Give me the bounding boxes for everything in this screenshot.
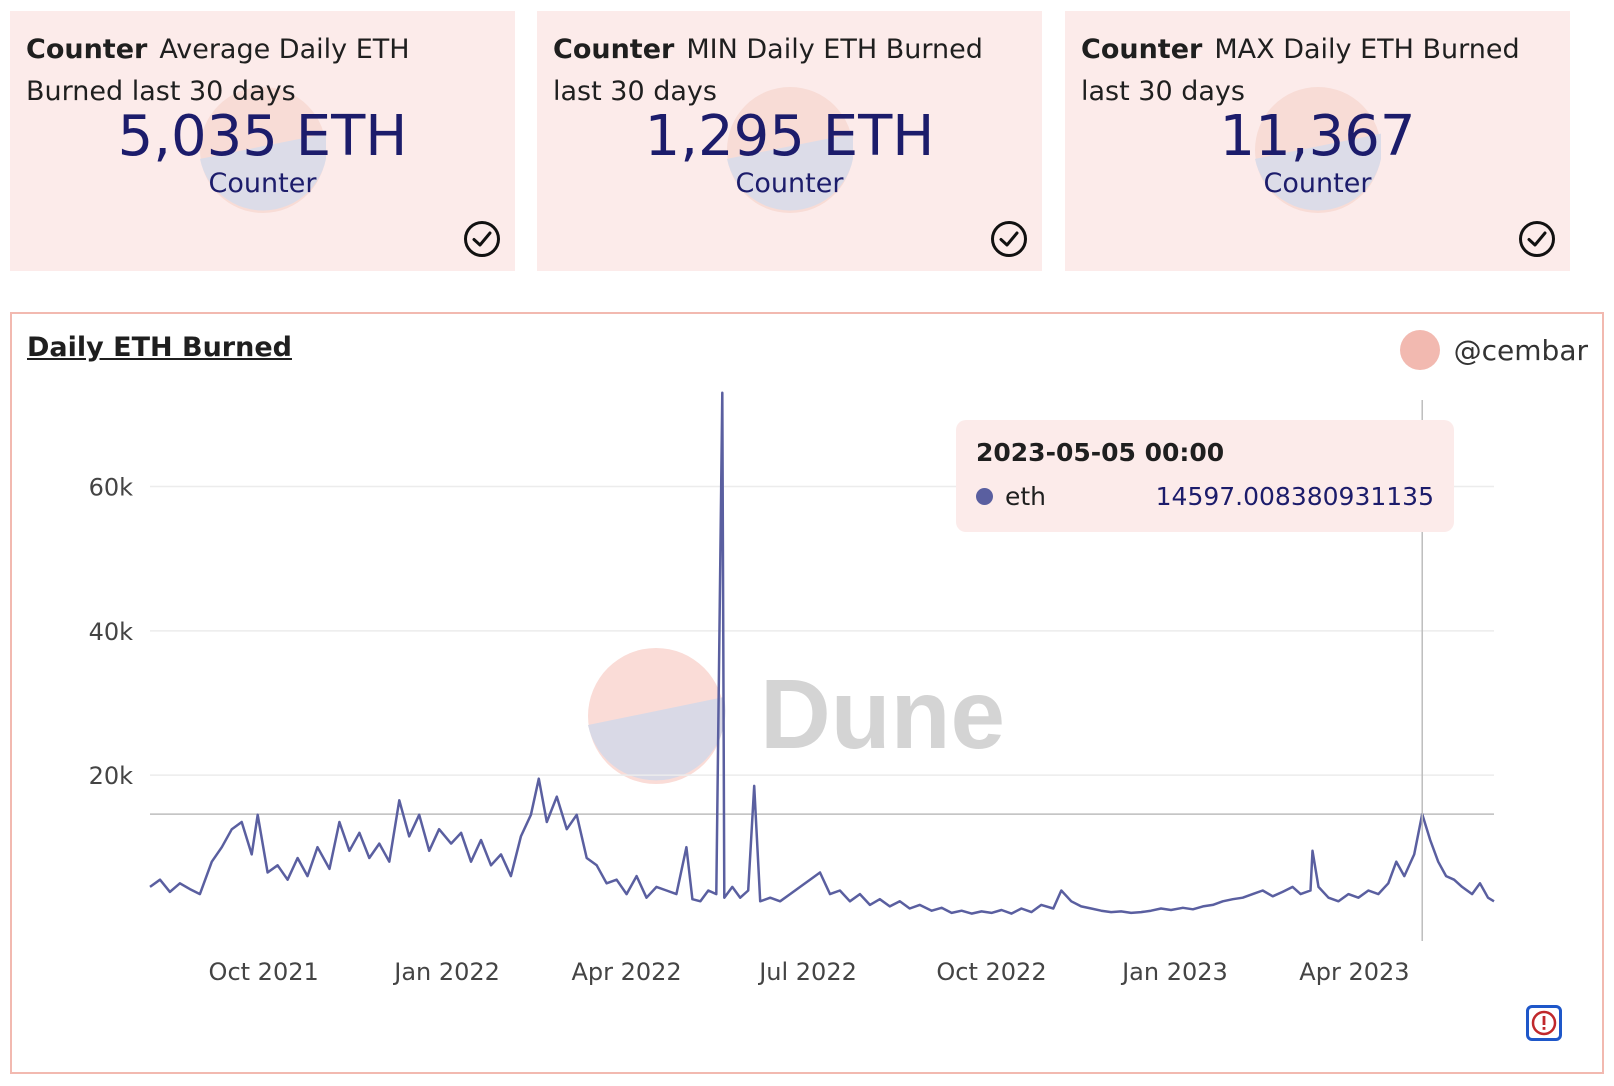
card-value: 5,035 ETH [117, 104, 408, 169]
tooltip-series-name: eth [1005, 482, 1047, 511]
tooltip-row: eth 14597.008380931135 [976, 482, 1434, 511]
x-tick-label: Oct 2022 [936, 958, 1046, 986]
y-axis: 20k 40k 60k [89, 474, 134, 791]
x-tick-label: Jan 2022 [392, 958, 500, 986]
x-tick-label: Jul 2022 [757, 958, 857, 986]
card-title-text: Average Daily ETH Burned last 30 days [26, 34, 410, 107]
author-badge[interactable]: @cembar [1399, 330, 1588, 370]
tooltip-value: 14597.008380931135 [1155, 482, 1434, 511]
series-dot-icon [976, 488, 993, 505]
dune-watermark-logo-shade [588, 697, 726, 781]
card-sub-label: Counter [735, 168, 844, 199]
counter-card-average: Counter Average Daily ETH Burned last 30 … [10, 11, 515, 271]
x-tick-label: Oct 2021 [209, 958, 319, 986]
counter-card-min: Counter MIN Daily ETH Burned last 30 days… [537, 11, 1042, 271]
y-tick-label: 20k [89, 762, 134, 790]
x-tick-label: Apr 2023 [1299, 958, 1409, 986]
chart-series [149, 391, 1495, 915]
check-circle-icon[interactable] [463, 220, 501, 258]
chart-title[interactable]: Daily ETH Burned [27, 332, 292, 363]
dune-logo-icon [200, 87, 326, 213]
avatar [1399, 330, 1440, 370]
alert-circle-icon [1531, 1010, 1557, 1036]
check-circle-icon[interactable] [1518, 220, 1556, 258]
tooltip-date: 2023-05-05 00:00 [976, 438, 1225, 467]
counter-card-max: Counter MAX Daily ETH Burned last 30 days… [1065, 11, 1570, 271]
card-kind-label: Counter [26, 34, 148, 65]
card-title: Counter MAX Daily ETH Burned last 30 days [1081, 29, 1556, 113]
dune-logo-icon [727, 87, 853, 213]
y-tick-label: 60k [89, 474, 134, 502]
card-title-text: MIN Daily ETH Burned last 30 days [553, 34, 983, 107]
card-kind-label: Counter [1081, 34, 1203, 65]
card-sub-label: Counter [1263, 168, 1372, 199]
author-name: @cembar [1453, 333, 1588, 367]
x-tick-label: Apr 2022 [571, 958, 681, 986]
x-axis: Oct 2021 Jan 2022 Apr 2022 Jul 2022 Oct 2022… [209, 958, 1410, 986]
check-circle-icon[interactable] [990, 220, 1028, 258]
card-sub-label: Counter [208, 168, 317, 199]
series-line-eth [149, 391, 1495, 915]
dune-watermark: Dune [588, 648, 1005, 784]
card-kind-label: Counter [553, 34, 675, 65]
card-value: 11,367 [1219, 104, 1416, 169]
dune-logo-icon [1255, 87, 1381, 213]
card-title: Counter Average Daily ETH Burned last 30 … [26, 29, 501, 113]
card-title: Counter MIN Daily ETH Burned last 30 days [553, 29, 1028, 113]
chart-tooltip: 2023-05-05 00:00 eth 14597.008380931135 [956, 420, 1454, 532]
x-tick-label: Jan 2023 [1120, 958, 1228, 986]
card-title-text: MAX Daily ETH Burned last 30 days [1081, 34, 1520, 107]
y-tick-label: 40k [89, 618, 134, 646]
dune-watermark-text: Dune [760, 659, 1005, 769]
card-value: 1,295 ETH [644, 104, 935, 169]
alert-icon[interactable] [1526, 1005, 1562, 1041]
